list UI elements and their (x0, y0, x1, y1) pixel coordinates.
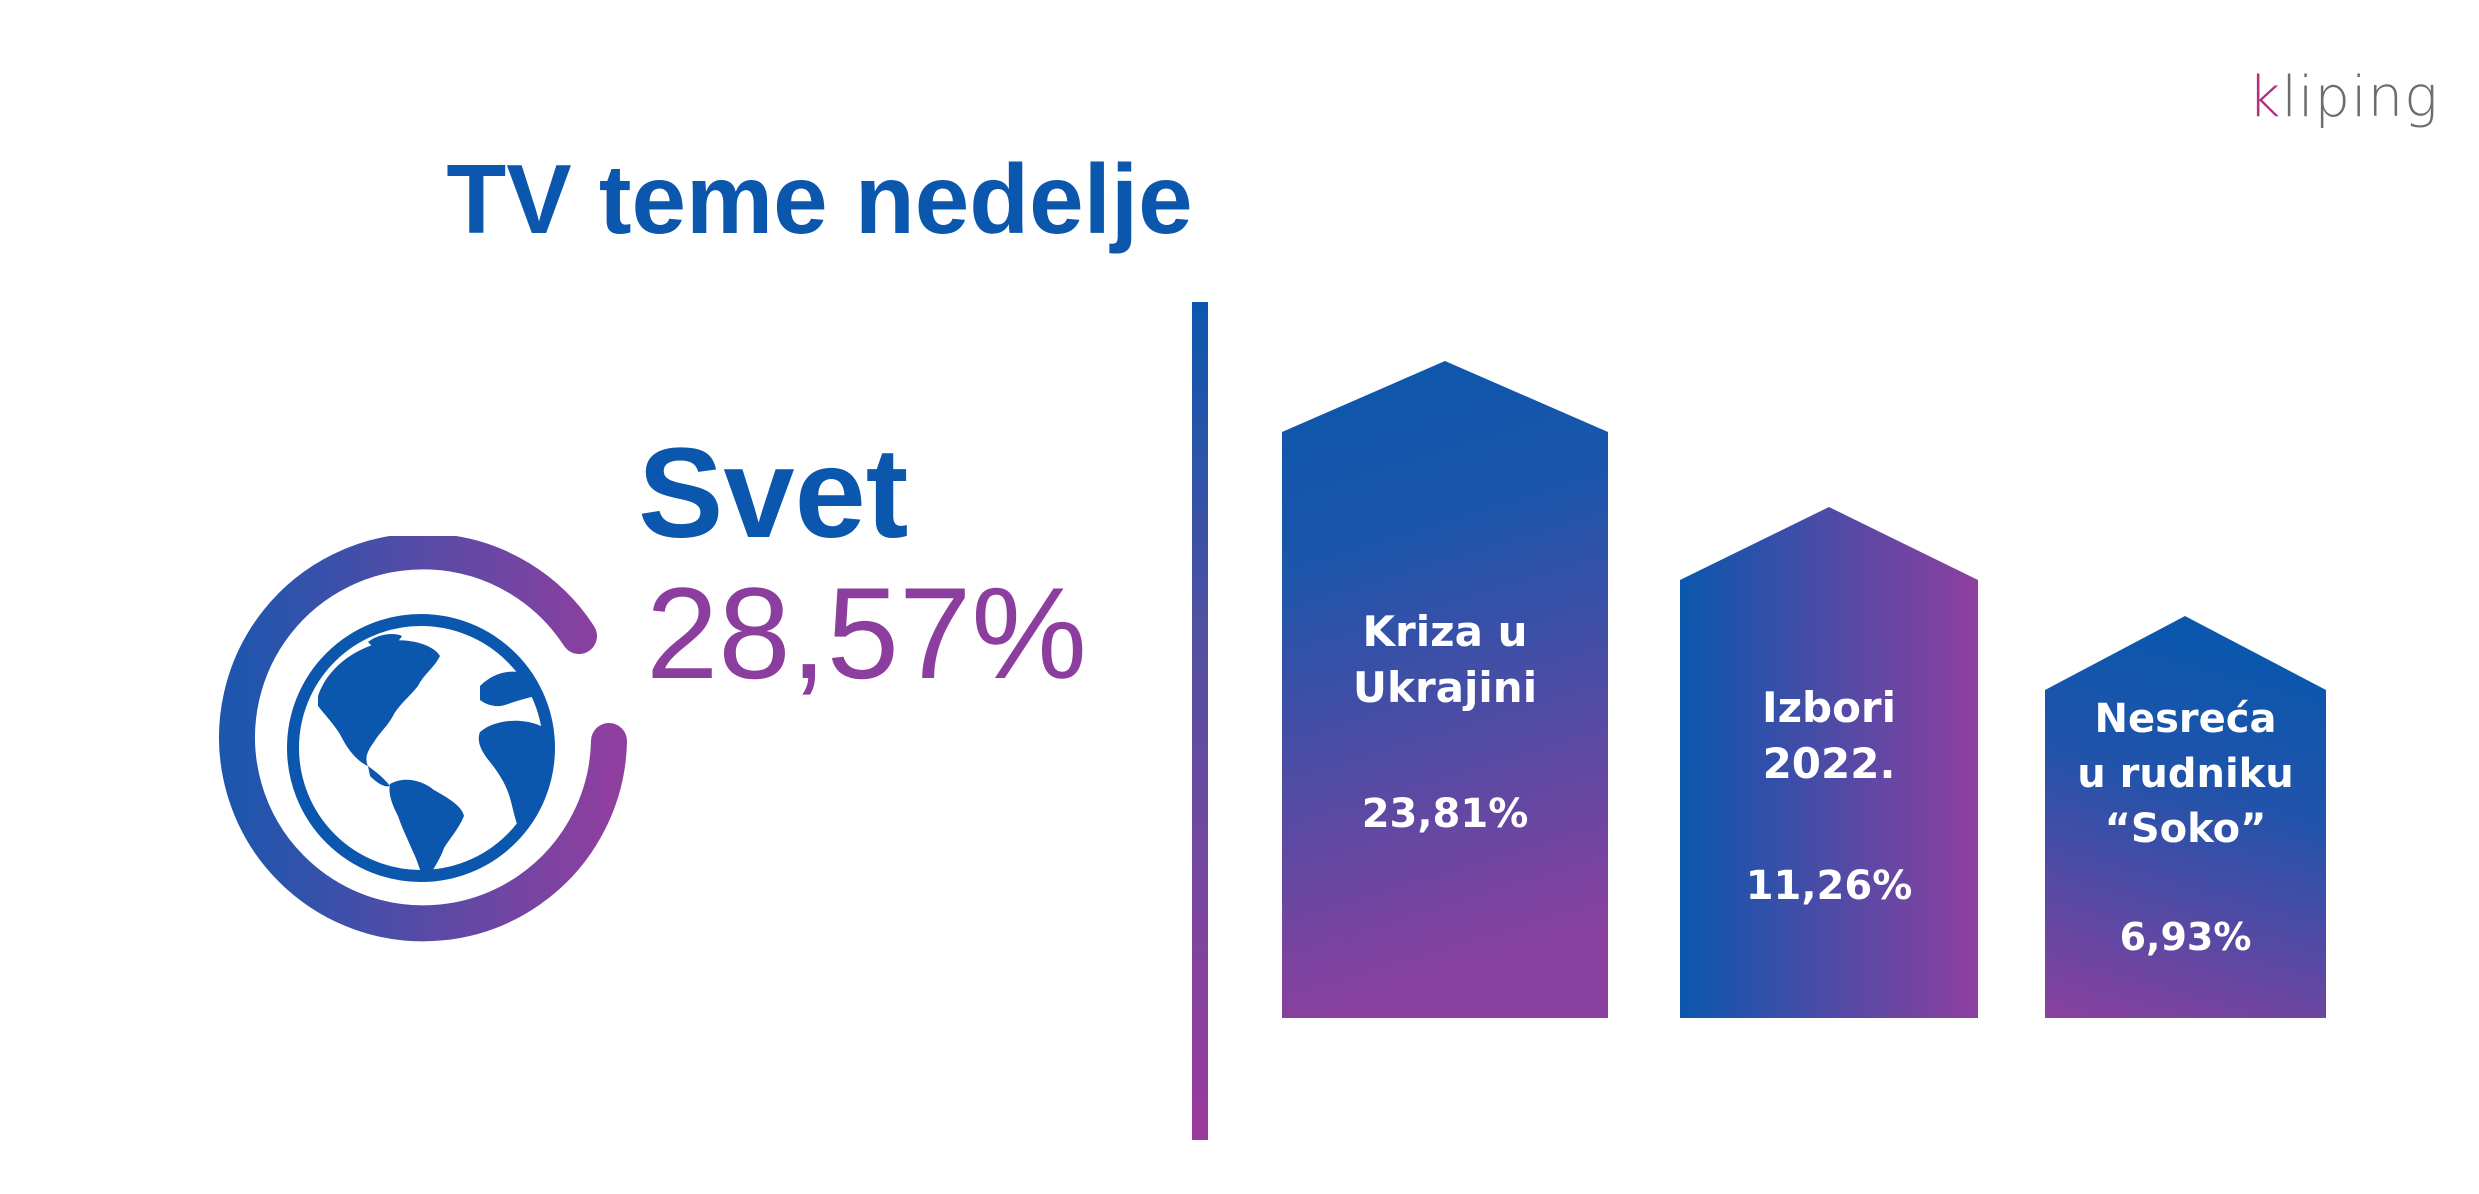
bar-nesreca-u-rudniku-soko (2045, 616, 2326, 1018)
bar-1-value: 23,81% (1361, 791, 1529, 837)
globe-icon (218, 533, 628, 946)
bar-3-text: Nesreća u rudniku “Soko” 6,93% (2045, 692, 2326, 972)
bar-izbori-2022 (1680, 507, 1978, 1018)
kliping-logo: kliping (2248, 70, 2439, 126)
page-title: TV teme nedelje (446, 144, 1193, 254)
bar-3-label-line-1: Nesreća (2094, 696, 2277, 742)
bar-2-label-line-2: 2022. (1762, 739, 1896, 788)
hero-topic-label: Svet (638, 422, 909, 565)
bar-2-label-line-1: Izbori (1761, 683, 1897, 732)
bar-3-value: 6,93% (2119, 915, 2252, 959)
bar-2-text: Izbori 2022. 11,26% (1680, 680, 1978, 940)
bar-3-label-line-2: u rudniku (2077, 751, 2294, 797)
bar-1-label-line-1: Kriza u (1362, 607, 1528, 656)
bar-2-value: 11,26% (1745, 863, 1913, 909)
bar-1-text: Kriza u Ukrajini 23,81% (1282, 604, 1608, 864)
bar-1-label-line-2: Ukrajini (1352, 663, 1538, 712)
vertical-divider (1192, 302, 1208, 1140)
logo-accent-letter: k (2248, 65, 2282, 130)
logo-rest: liping (2281, 65, 2439, 130)
hero-topic-value: 28,57% (646, 560, 1087, 706)
bar-kriza-u-ukrajini (1282, 361, 1608, 1018)
bar-3-label-line-3: “Soko” (2104, 806, 2267, 852)
